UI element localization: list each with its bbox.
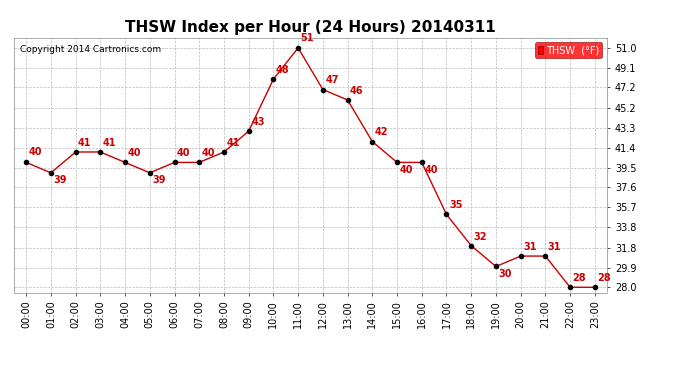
- Text: 35: 35: [449, 200, 462, 210]
- Text: 30: 30: [498, 269, 512, 279]
- Text: 31: 31: [523, 242, 537, 252]
- Text: 40: 40: [400, 165, 413, 175]
- Legend: THSW  (°F): THSW (°F): [535, 42, 602, 58]
- Text: 46: 46: [350, 86, 364, 96]
- Text: 39: 39: [152, 175, 166, 185]
- Text: 28: 28: [598, 273, 611, 283]
- Text: 31: 31: [548, 242, 562, 252]
- Text: 28: 28: [573, 273, 586, 283]
- Text: 47: 47: [326, 75, 339, 86]
- Text: 41: 41: [226, 138, 240, 148]
- Text: 43: 43: [251, 117, 265, 127]
- Text: 40: 40: [424, 165, 437, 175]
- Text: 32: 32: [474, 231, 487, 242]
- Title: THSW Index per Hour (24 Hours) 20140311: THSW Index per Hour (24 Hours) 20140311: [125, 20, 496, 35]
- Text: 51: 51: [301, 33, 314, 43]
- Text: 41: 41: [103, 138, 117, 148]
- Text: 42: 42: [375, 128, 388, 137]
- Text: 40: 40: [128, 148, 141, 158]
- Text: Copyright 2014 Cartronics.com: Copyright 2014 Cartronics.com: [20, 45, 161, 54]
- Text: 41: 41: [78, 138, 92, 148]
- Text: 40: 40: [177, 148, 190, 158]
- Text: 40: 40: [29, 147, 42, 157]
- Text: 48: 48: [276, 65, 290, 75]
- Text: 40: 40: [201, 148, 215, 158]
- Text: 39: 39: [53, 175, 67, 185]
